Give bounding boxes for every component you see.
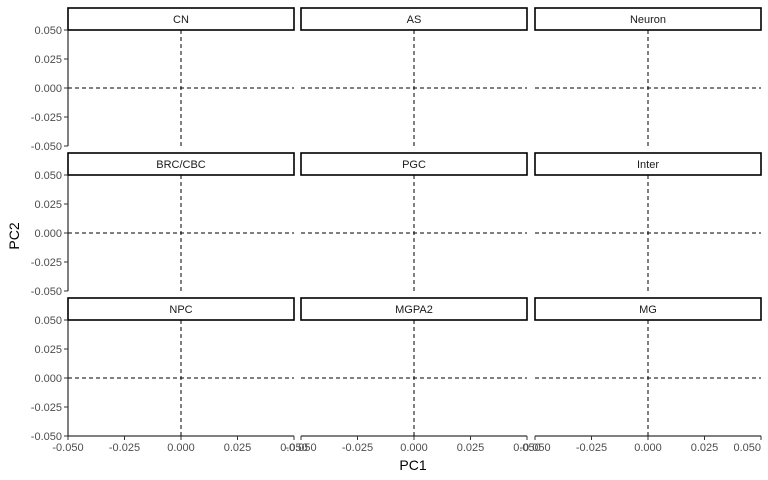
facet-strip-label: MG	[639, 304, 657, 316]
facet-cn: CN	[67, 7, 295, 146]
x-tick-label: 0.025	[457, 442, 485, 454]
facet-strip-label: MGPA2	[395, 304, 433, 316]
facet-strip-label: BRC/CBC	[156, 159, 206, 171]
x-tick-label: 0.025	[224, 442, 252, 454]
facet-brc-cbc: BRC/CBC	[67, 152, 295, 291]
facet-neuron: Neuron	[534, 7, 762, 146]
facet-strip-label: CN	[173, 14, 189, 26]
facet-panels: CN AS Neuron BRC/CBC PGC Inter NPC MGPA2 MG	[67, 7, 762, 436]
x-tick-label: 0.000	[400, 442, 428, 454]
x-axis-title: PC1	[399, 457, 426, 473]
x-tick-label: 0.050	[513, 442, 541, 454]
facet-as: AS	[300, 7, 528, 146]
y-tick-label: -0.050	[31, 431, 62, 443]
y-tick-label: -0.025	[31, 112, 62, 124]
y-tick-label: 0.025	[34, 199, 62, 211]
facet-strip-label: NPC	[169, 304, 192, 316]
y-tick-label: 0.025	[34, 54, 62, 66]
x-tick-label: 0.025	[691, 442, 719, 454]
x-axes: -0.050 -0.025 0.000 0.025 0.050-0.050 -0.025 0…	[52, 435, 762, 454]
y-tick-label: -0.025	[31, 257, 62, 269]
facet-strip-label: AS	[407, 14, 422, 26]
y-tick-label: -0.050	[31, 286, 62, 298]
facet-inter: Inter	[534, 152, 762, 291]
x-tick-label: -0.050	[285, 442, 316, 454]
y-tick-label: 0.050	[34, 170, 62, 182]
y-tick-label: -0.050	[31, 141, 62, 153]
x-tick-label: 0.050	[733, 442, 761, 454]
x-tick-label: 0.000	[167, 442, 195, 454]
y-tick-label: 0.000	[34, 228, 62, 240]
facet-mg: MG	[534, 297, 762, 436]
y-tick-label: 0.050	[34, 25, 62, 37]
y-tick-label: 0.050	[34, 315, 62, 327]
x-tick-label: -0.025	[342, 442, 373, 454]
x-tick-label: -0.050	[519, 442, 550, 454]
y-axes: 0.050 0.025 0.000 -0.025 -0.050 0.050 0.025 0.0…	[31, 25, 69, 443]
facet-strip-label: Neuron	[630, 14, 666, 26]
y-tick-label: 0.000	[34, 83, 62, 95]
x-tick-label: 0.000	[634, 442, 662, 454]
x-tick-label: -0.025	[576, 442, 607, 454]
x-tick-label: 0.050	[280, 442, 308, 454]
y-tick-label: 0.025	[34, 344, 62, 356]
x-tick-label: -0.050	[52, 442, 83, 454]
facet-strip-label: Inter	[637, 159, 659, 171]
x-tick-label: -0.025	[109, 442, 140, 454]
y-axis-title: PC2	[6, 222, 22, 249]
facet-pgc: PGC	[300, 152, 528, 291]
y-tick-label: -0.025	[31, 402, 62, 414]
y-tick-label: 0.000	[34, 373, 62, 385]
facet-mgpa2: MGPA2	[300, 297, 528, 436]
facet-strip-label: PGC	[402, 159, 426, 171]
facet-npc: NPC	[67, 297, 295, 436]
